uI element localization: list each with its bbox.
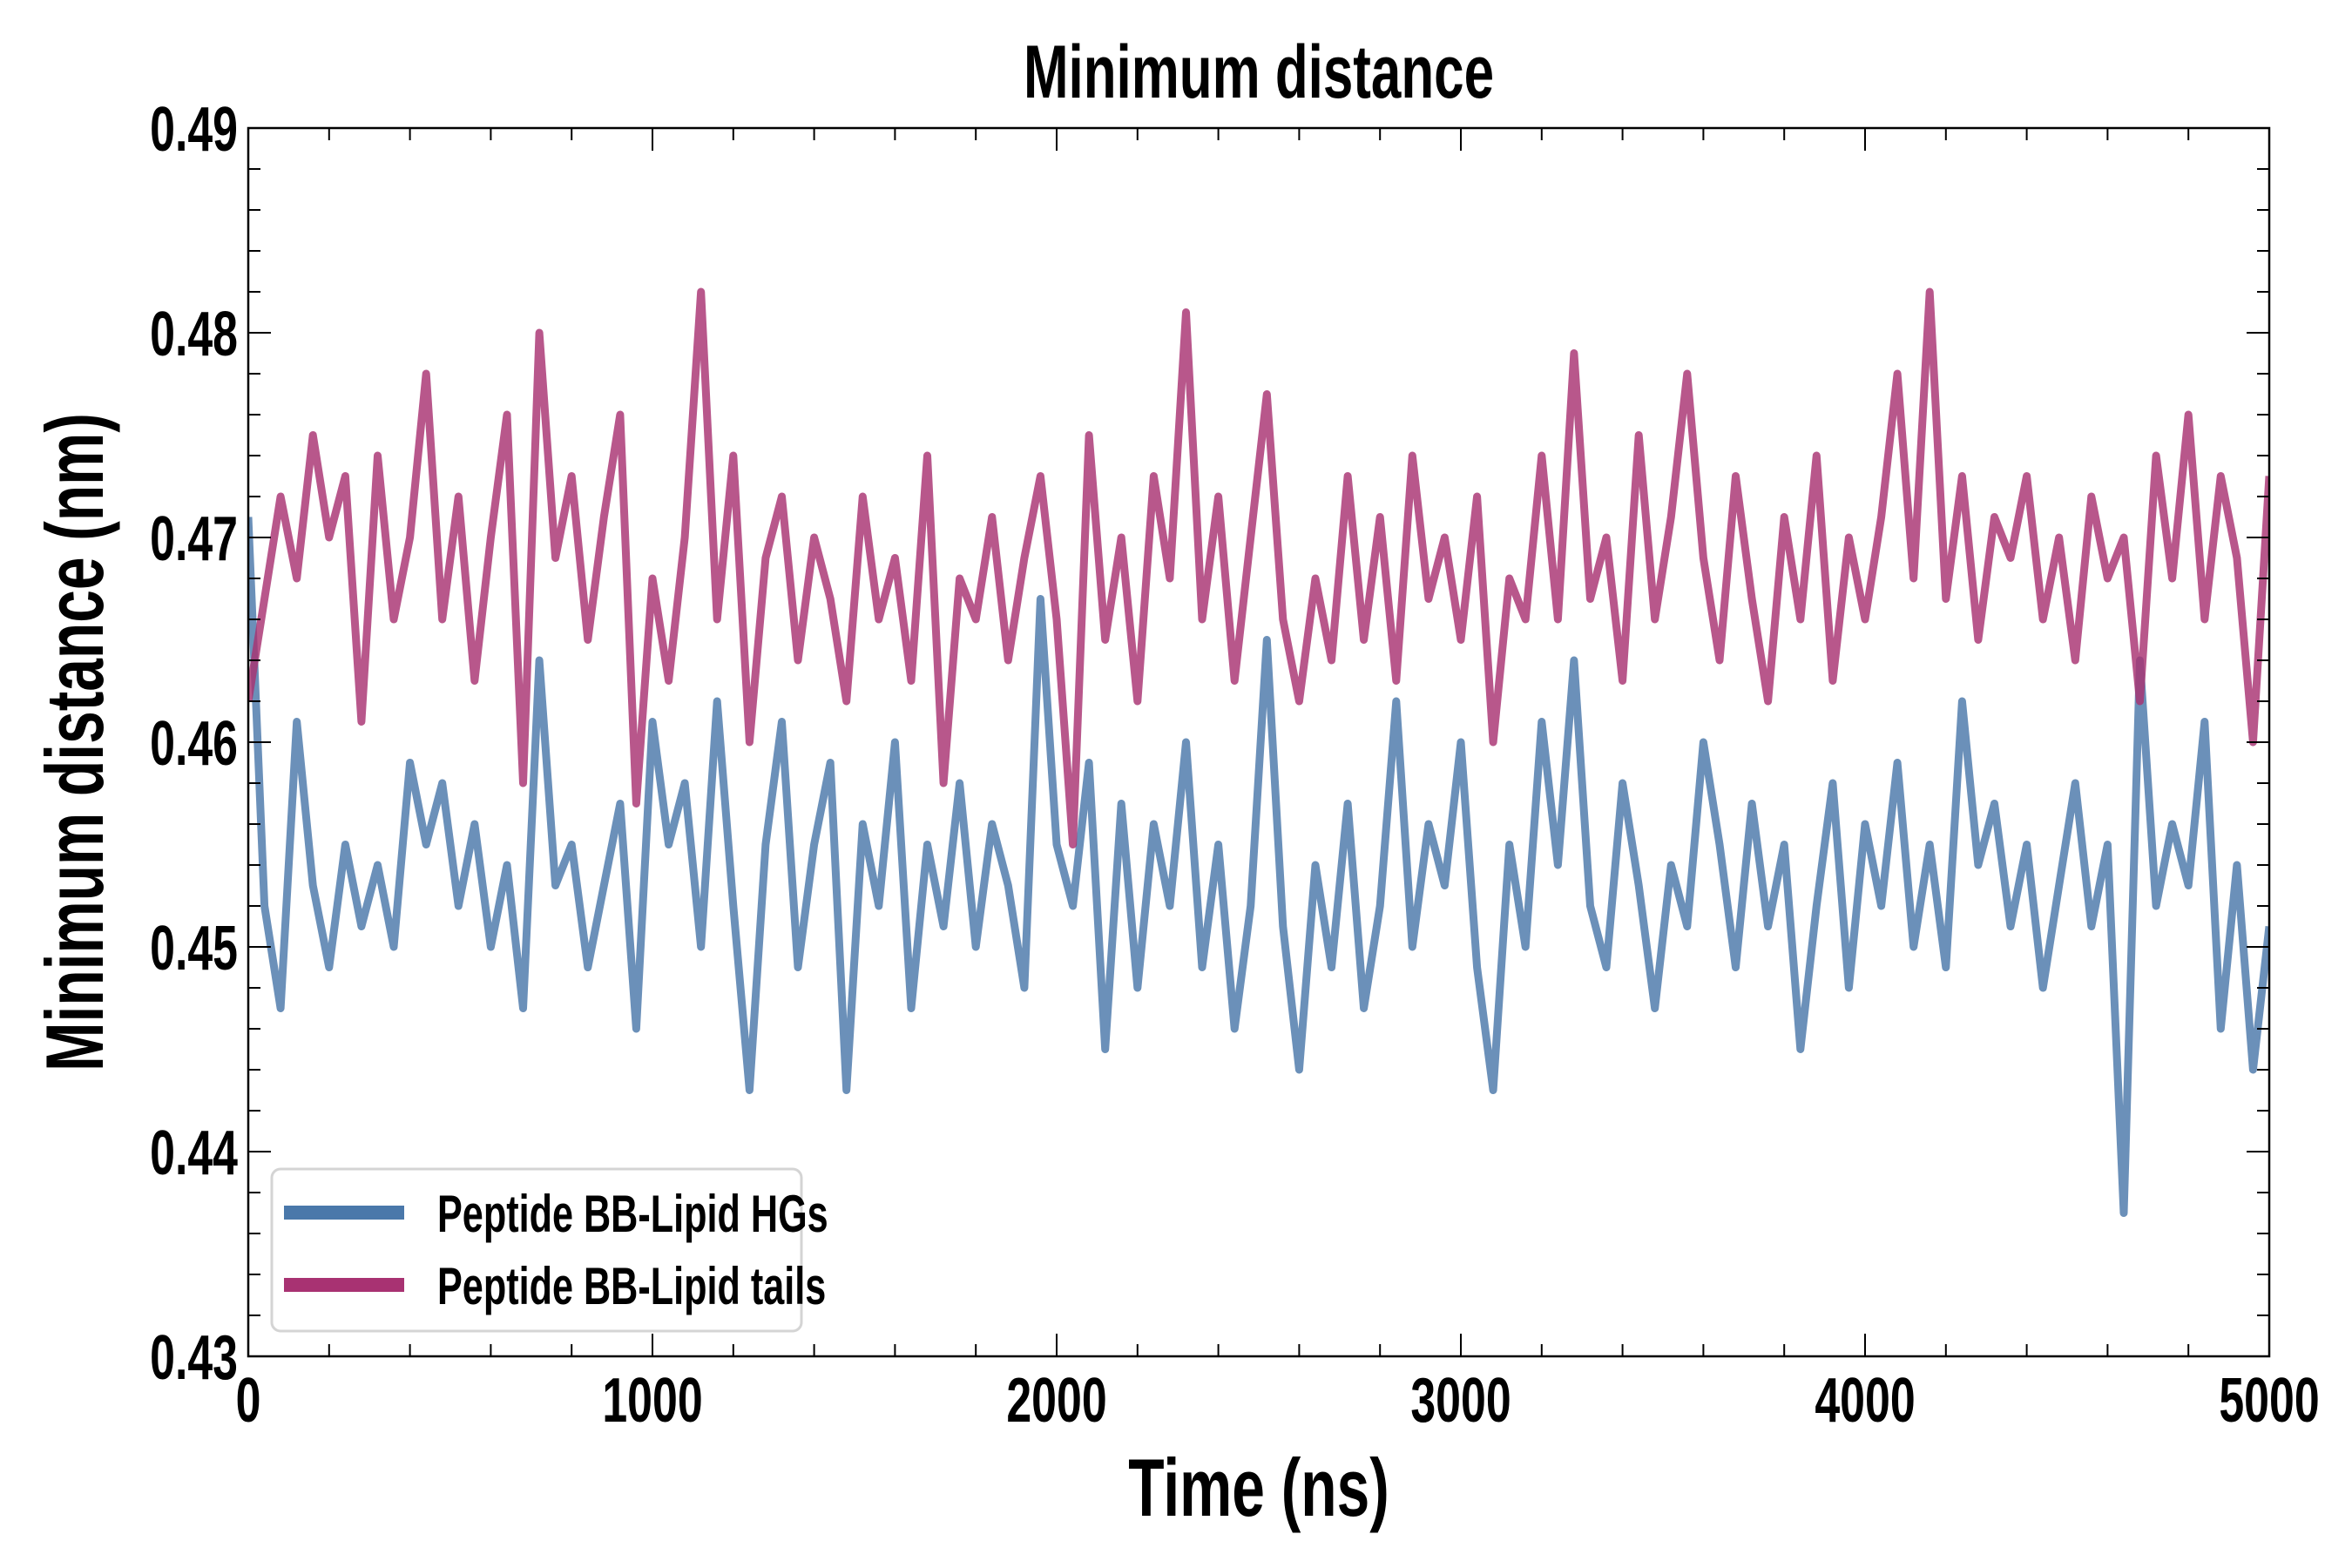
series-line-1 [248, 287, 2269, 848]
y-tick-label: 0.49 [150, 95, 238, 165]
y-tick-label: 0.48 [150, 300, 238, 369]
x-tick-label: 0 [236, 1366, 261, 1436]
series-line-0 [248, 517, 2269, 1217]
y-tick-label: 0.46 [150, 709, 238, 779]
axes [247, 126, 2271, 1358]
legend-label-0: Peptide BB-Lipid HGs [437, 1186, 828, 1244]
x-tick-label: 5000 [2219, 1366, 2319, 1436]
legend: Peptide BB-Lipid HGs Peptide BB-Lipid tai… [270, 1167, 828, 1333]
labels: 0 1000 2000 3000 4000 5000 0.43 0.44 0.45 0.46 0.4… [30, 30, 2319, 1534]
x-axis-label: Time (ns) [1128, 1443, 1389, 1533]
x-tick-label: 2000 [1006, 1366, 1106, 1436]
y-tick-label: 0.45 [150, 914, 238, 983]
x-tick-label: 1000 [602, 1366, 702, 1436]
x-tick-label: 4000 [1815, 1366, 1915, 1436]
series-lines [248, 287, 2269, 1217]
y-tick-label: 0.43 [150, 1323, 238, 1393]
x-tick-label: 3000 [1410, 1366, 1511, 1436]
y-axis-label: Minimum distance (nm) [30, 413, 120, 1071]
legend-label-1: Peptide BB-Lipid tails [437, 1258, 826, 1316]
y-tick-label: 0.44 [150, 1119, 238, 1188]
y-tick-label: 0.47 [150, 504, 238, 574]
chart-title: Minimum distance [1024, 30, 1494, 113]
